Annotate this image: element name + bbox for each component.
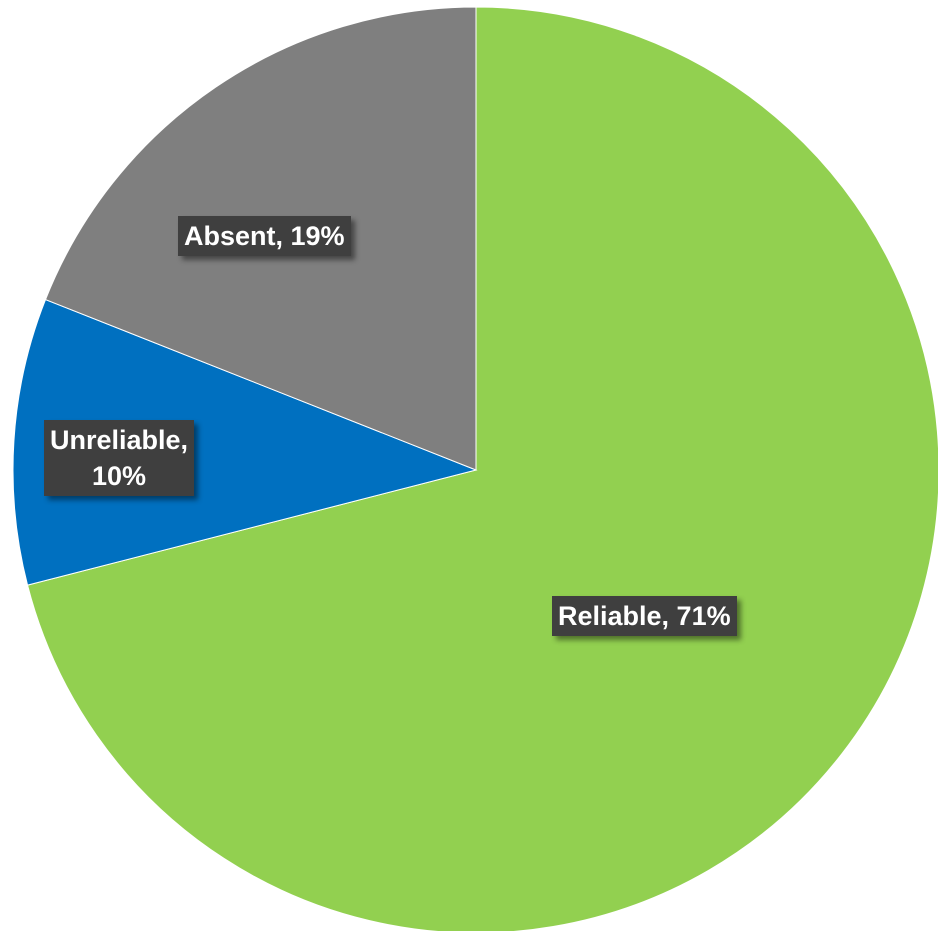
data-label-unreliable: Unreliable, 10% — [44, 420, 195, 496]
pie-slice-reliable — [26, 6, 938, 931]
data-label-absent: Absent, 19% — [178, 216, 351, 256]
data-label-reliable: Reliable, 71% — [552, 596, 737, 636]
data-label-unreliable-line2: 10% — [92, 461, 147, 491]
data-label-unreliable-line1: Unreliable, — [50, 425, 189, 455]
data-label-absent-text: Absent, 19% — [184, 221, 345, 251]
pie-slice-unreliable — [12, 298, 478, 586]
data-label-reliable-text: Reliable, 71% — [558, 601, 731, 631]
